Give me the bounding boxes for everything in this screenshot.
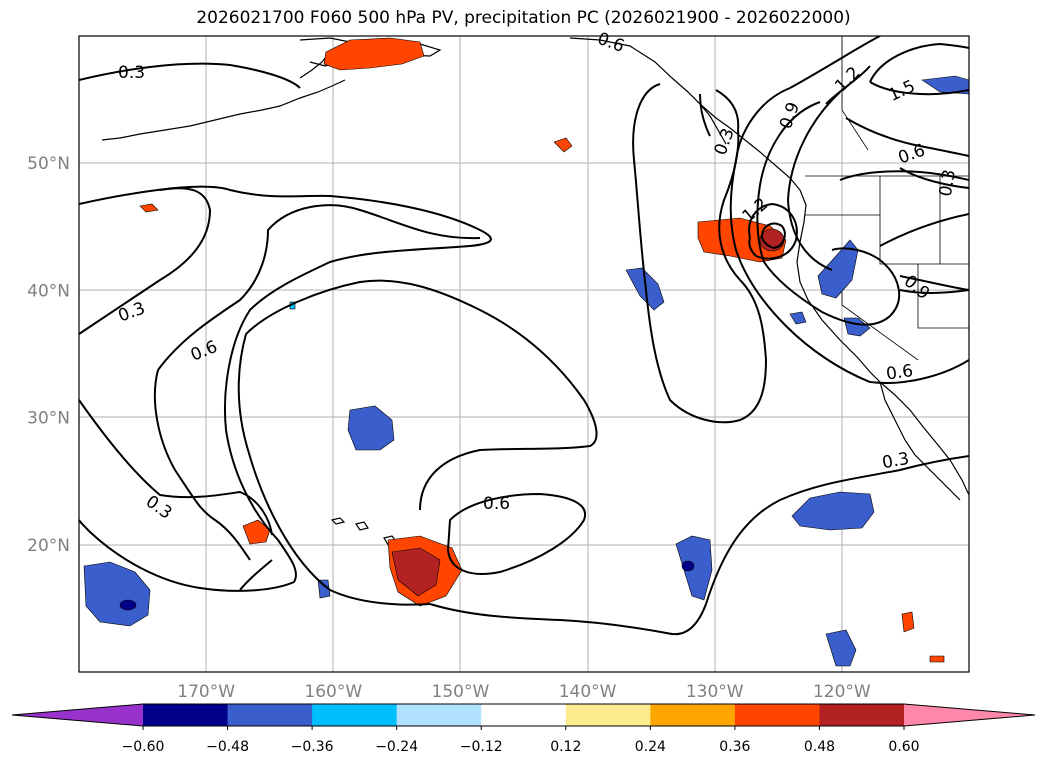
contour-label: 1.2: [831, 63, 864, 96]
colorbar-tick-label: 0.36: [719, 739, 750, 755]
colorbar-tick-label: −0.12: [460, 739, 503, 755]
contour-label: 0.6: [595, 29, 627, 57]
longitude-tick-label: 170°W: [177, 682, 235, 702]
colorbar-segment: [143, 704, 229, 726]
contour-label: 0.9: [776, 100, 804, 132]
latitude-tick-label: 50°N: [27, 154, 70, 174]
colorbar: −0.60 −0.48 −0.36 −0.24 −0.12 0.12 0.24 0.36 0.4…: [11, 703, 1036, 755]
colorbar-tick-label: 0.24: [635, 739, 666, 755]
colorbar-segment: [481, 704, 567, 726]
latitude-labels: 50°N 40°N 30°N 20°N: [27, 154, 70, 556]
map-frame: [78, 35, 970, 673]
contour-label: 0.3: [118, 63, 145, 83]
colorbar-tick-label: −0.36: [291, 739, 334, 755]
map-title: 2026021700 F060 500 hPa PV, precipitatio…: [196, 8, 851, 28]
contour-label: 0.6: [188, 337, 221, 366]
longitude-tick-label: 120°W: [813, 682, 871, 702]
colorbar-segment: [734, 704, 820, 726]
longitude-tick-label: 160°W: [304, 682, 362, 702]
contour-label: 0.3: [881, 449, 911, 473]
colorbar-segment: [650, 704, 736, 726]
contour-label: 0.6: [483, 494, 510, 514]
colorbar-segment: [819, 704, 905, 726]
colorbar-segment: [227, 704, 313, 726]
pv-contours: [79, 36, 969, 636]
colorbar-extend-low: [12, 704, 143, 726]
longitude-tick-label: 140°W: [559, 682, 617, 702]
latitude-tick-label: 30°N: [27, 409, 70, 429]
longitude-labels: 170°W 160°W 150°W 140°W 130°W 120°W: [177, 682, 871, 702]
colorbar-tick-label: −0.60: [122, 739, 165, 755]
precip-negative-blobs: [83, 75, 969, 667]
longitude-tick-label: 150°W: [432, 682, 490, 702]
colorbar-segment: [396, 704, 482, 726]
contour-label: 0.3: [116, 298, 148, 326]
contour-label: 0.6: [885, 361, 915, 385]
colorbar-extend-high: [904, 704, 1035, 726]
colorbar-tick-label: −0.48: [206, 739, 249, 755]
coastline-north-america: [569, 37, 969, 501]
colorbar-segment: [565, 704, 651, 726]
colorbar-tick-label: 0.48: [804, 739, 835, 755]
contour-label: 0.6: [896, 140, 928, 168]
colorbar-tick-label: 0.12: [550, 739, 581, 755]
longitude-tick-label: 130°W: [686, 682, 744, 702]
political-borders: [805, 36, 969, 361]
latitude-tick-label: 20°N: [27, 536, 70, 556]
colorbar-segment: [312, 704, 398, 726]
contour-label: 1.5: [886, 76, 919, 106]
colorbar-tick-label: −0.24: [375, 739, 418, 755]
colorbar-tick-label: 0.60: [888, 739, 919, 755]
contour-label: 0.3: [936, 168, 960, 198]
latitude-tick-label: 40°N: [27, 281, 70, 301]
